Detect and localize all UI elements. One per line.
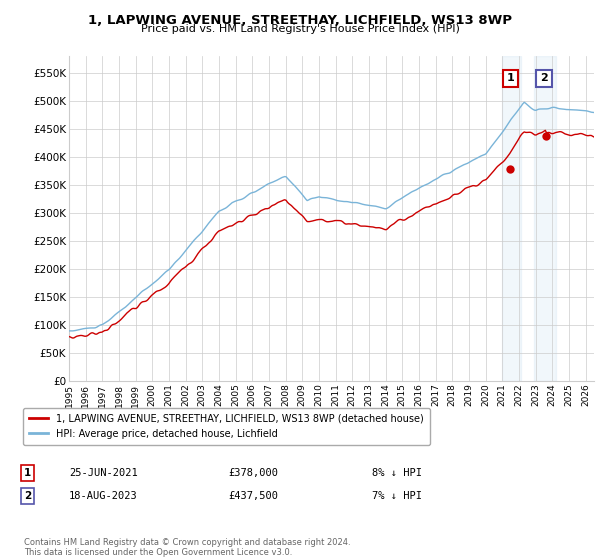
- Text: Price paid vs. HM Land Registry's House Price Index (HPI): Price paid vs. HM Land Registry's House …: [140, 24, 460, 34]
- Legend: 1, LAPWING AVENUE, STREETHAY, LICHFIELD, WS13 8WP (detached house), HPI: Average: 1, LAPWING AVENUE, STREETHAY, LICHFIELD,…: [23, 408, 430, 445]
- Text: 7% ↓ HPI: 7% ↓ HPI: [372, 491, 422, 501]
- Text: 2: 2: [24, 491, 31, 501]
- Text: 8% ↓ HPI: 8% ↓ HPI: [372, 468, 422, 478]
- Text: 1: 1: [507, 73, 515, 83]
- Text: £437,500: £437,500: [228, 491, 278, 501]
- Bar: [534, 56, 556, 381]
- Text: £378,000: £378,000: [228, 468, 278, 478]
- Text: 2: 2: [540, 73, 548, 83]
- Text: 1: 1: [24, 468, 31, 478]
- Text: 1, LAPWING AVENUE, STREETHAY, LICHFIELD, WS13 8WP: 1, LAPWING AVENUE, STREETHAY, LICHFIELD,…: [88, 14, 512, 27]
- Text: 18-AUG-2023: 18-AUG-2023: [69, 491, 138, 501]
- Text: Contains HM Land Registry data © Crown copyright and database right 2024.
This d: Contains HM Land Registry data © Crown c…: [24, 538, 350, 557]
- Text: 25-JUN-2021: 25-JUN-2021: [69, 468, 138, 478]
- Bar: [502, 56, 521, 381]
